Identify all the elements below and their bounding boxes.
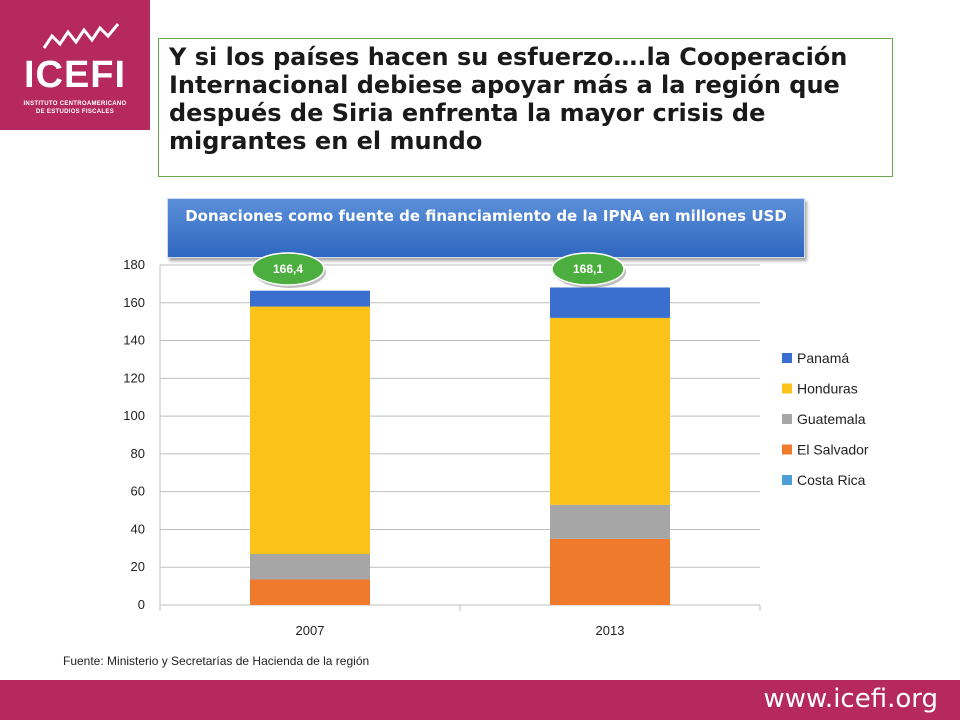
stacked-bar-chart: 0 20 40 60 80 100 120 140 160 180 2007 166,4 2013 168…	[123, 252, 869, 638]
trend-line-icon	[42, 23, 120, 49]
footer-url-link[interactable]: www.icefi.org	[763, 684, 938, 714]
slide-title: Y si los países hacen su esfuerzo….la Co…	[169, 43, 848, 155]
icefi-logo[interactable]: ICEFI INSTITUTO CENTROAMERICANO DE ESTUD…	[0, 0, 150, 130]
x-tick-label: 2013	[596, 623, 625, 638]
y-tick-label: 120	[123, 370, 145, 385]
total-data-label: 166,4	[273, 262, 303, 276]
bar-segment	[550, 317, 670, 505]
legend-label: Guatemala	[797, 411, 866, 427]
y-tick-label: 180	[123, 257, 145, 272]
chart-title-box: Donaciones como fuente de financiamiento…	[167, 198, 805, 258]
logo-subtitle-line2: DE ESTUDIOS FISCALES	[35, 109, 114, 115]
chart-title: Donaciones como fuente de financiamiento…	[185, 207, 787, 225]
x-tick-label: 2007	[296, 623, 325, 638]
total-bubble	[251, 252, 325, 286]
y-tick-label: 140	[123, 333, 145, 348]
bar-segment	[250, 554, 370, 580]
bar-segment	[550, 287, 670, 318]
total-data-label: 168,1	[573, 262, 603, 276]
legend-label: Costa Rica	[797, 472, 866, 488]
y-tick-label: 60	[131, 484, 145, 499]
y-tick-label: 0	[138, 597, 145, 612]
footer-bar: www.icefi.org	[0, 680, 960, 720]
logo-wordmark: ICEFI	[23, 54, 127, 96]
y-tick-label: 40	[131, 521, 145, 536]
legend-label: Panamá	[797, 350, 849, 366]
legend-swatch	[782, 353, 792, 363]
title-box: Y si los países hacen su esfuerzo….la Co…	[158, 38, 893, 177]
legend-swatch	[782, 383, 792, 394]
bar-segment	[550, 504, 670, 539]
bar-segment	[250, 579, 370, 605]
y-tick-label: 20	[131, 559, 145, 574]
y-tick-label: 80	[131, 446, 145, 461]
source-note: Fuente: Ministerio y Secretarías de Haci…	[63, 654, 370, 668]
total-bubble	[551, 252, 625, 286]
legend-swatch	[782, 444, 792, 455]
y-tick-label: 160	[123, 295, 145, 310]
bar-segment	[250, 306, 370, 554]
bar-segment	[550, 538, 670, 605]
y-tick-label: 100	[123, 408, 145, 423]
legend-swatch	[782, 414, 792, 424]
legend-label: Honduras	[797, 381, 858, 397]
bar-segment	[250, 290, 370, 307]
legend-label: El Salvador	[797, 442, 869, 458]
legend-swatch	[782, 475, 792, 485]
logo-subtitle-line1: INSTITUTO CENTROAMERICANO	[23, 101, 127, 107]
